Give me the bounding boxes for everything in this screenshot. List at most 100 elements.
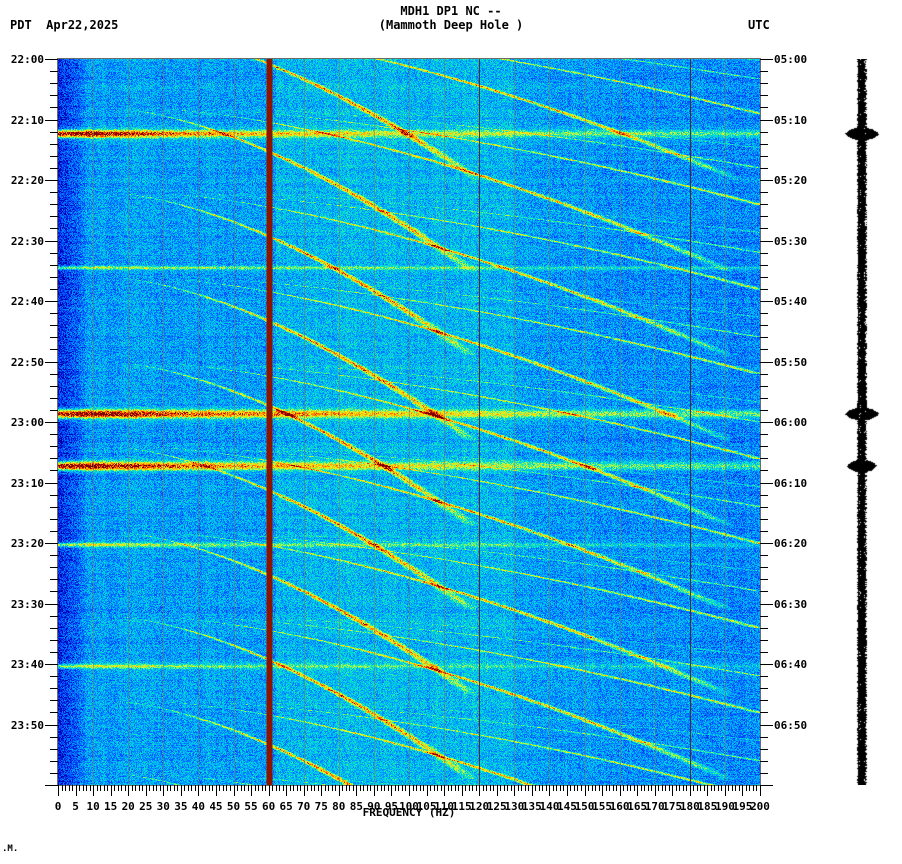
- time-tick-minor-right: [760, 289, 768, 290]
- freq-tick-minor: [135, 785, 136, 791]
- freq-tick-minor: [441, 785, 442, 791]
- freq-tick-major: [637, 785, 638, 796]
- time-tick-minor-left: [50, 591, 58, 592]
- freq-tick-major: [690, 785, 691, 796]
- freq-tick-minor: [100, 785, 101, 791]
- freq-tick-minor: [125, 785, 126, 791]
- time-tick-minor-right: [760, 313, 768, 314]
- freq-label: 175: [662, 800, 683, 813]
- time-label-pdt: 22:50: [10, 356, 44, 369]
- freq-tick-major: [462, 785, 463, 796]
- time-tick-major-left: [45, 604, 58, 605]
- freq-tick-minor: [121, 785, 122, 791]
- freq-tick-minor: [451, 785, 452, 791]
- freq-tick-minor: [413, 785, 414, 791]
- freq-tick-minor: [570, 785, 571, 791]
- time-tick-minor-right: [760, 349, 768, 350]
- freq-tick-minor: [486, 785, 487, 791]
- freq-tick-minor: [588, 785, 589, 791]
- freq-tick-minor: [139, 785, 140, 791]
- time-tick-minor-left: [50, 337, 58, 338]
- time-tick-minor-right: [760, 144, 768, 145]
- freq-tick-minor: [493, 785, 494, 791]
- freq-tick-minor: [592, 785, 593, 791]
- header-timezone-pdt: PDT: [10, 18, 32, 32]
- time-label-pdt: 23:10: [10, 477, 44, 490]
- time-tick-major-right: [760, 725, 773, 726]
- time-tick-major-left: [45, 241, 58, 242]
- time-label-pdt: 23:50: [10, 719, 44, 732]
- time-label-pdt: 22:20: [10, 174, 44, 187]
- freq-tick-minor: [283, 785, 284, 791]
- time-tick-major-left: [45, 483, 58, 484]
- freq-tick-minor: [384, 785, 385, 791]
- spectrogram-canvas[interactable]: [58, 59, 760, 785]
- freq-tick-minor: [595, 785, 596, 791]
- freq-tick-minor: [258, 785, 259, 791]
- freq-tick-minor: [753, 785, 754, 791]
- freq-tick-minor: [528, 785, 529, 791]
- time-tick-minor-right: [760, 616, 768, 617]
- time-tick-major-right: [760, 59, 773, 60]
- freq-label: 10: [86, 800, 100, 813]
- freq-tick-major: [339, 785, 340, 796]
- freq-tick-minor: [388, 785, 389, 791]
- time-tick-minor-right: [760, 398, 768, 399]
- freq-tick-minor: [314, 785, 315, 791]
- time-tick-major-left: [45, 120, 58, 121]
- freq-tick-major: [760, 785, 761, 796]
- time-tick-minor-left: [50, 507, 58, 508]
- frequency-axis: 0 5 10 15 20 25 30 35 40 45 50 55 60 65 70 75 80 85 90 95 10…: [55, 785, 770, 825]
- freq-tick-minor: [405, 785, 406, 791]
- freq-tick-minor: [276, 785, 277, 791]
- freq-tick-minor: [563, 785, 564, 791]
- freq-label: 135: [521, 800, 542, 813]
- freq-tick-minor: [700, 785, 701, 791]
- freq-label: 70: [297, 800, 311, 813]
- time-label-utc: 05:30: [774, 235, 808, 248]
- freq-label: 140: [539, 800, 560, 813]
- time-label-utc: 05:00: [774, 53, 808, 66]
- freq-label: 15: [104, 800, 118, 813]
- time-tick-minor-right: [760, 495, 768, 496]
- freq-tick-minor: [83, 785, 84, 791]
- time-tick-major-right: [760, 785, 773, 786]
- time-tick-minor-left: [50, 470, 58, 471]
- time-tick-major-right: [760, 543, 773, 544]
- freq-tick-major: [269, 785, 270, 796]
- freq-label: 30: [156, 800, 170, 813]
- time-label-utc: 06:10: [774, 477, 808, 490]
- freq-tick-minor: [630, 785, 631, 791]
- time-tick-minor-right: [760, 253, 768, 254]
- time-tick-minor-right: [760, 640, 768, 641]
- time-tick-minor-left: [50, 761, 58, 762]
- freq-tick-minor: [448, 785, 449, 791]
- spectrogram-plot[interactable]: [58, 59, 760, 785]
- freq-tick-minor: [279, 785, 280, 791]
- time-axis-right-utc: 05:00 05:10 05:20 05:30 05:40 05:50 06:00 06:10…: [760, 54, 840, 786]
- freq-tick-major: [356, 785, 357, 796]
- freq-label: 195: [732, 800, 753, 813]
- time-label-utc: 05:50: [774, 356, 808, 369]
- freq-tick-minor: [504, 785, 505, 791]
- freq-tick-minor: [627, 785, 628, 791]
- freq-tick-minor: [651, 785, 652, 791]
- freq-tick-minor: [342, 785, 343, 791]
- time-tick-minor-left: [50, 325, 58, 326]
- freq-tick-minor: [177, 785, 178, 791]
- freq-label: 160: [609, 800, 630, 813]
- freq-tick-minor: [560, 785, 561, 791]
- time-tick-minor-right: [760, 337, 768, 338]
- time-tick-minor-right: [760, 156, 768, 157]
- time-tick-major-left: [45, 422, 58, 423]
- time-tick-major-left: [45, 301, 58, 302]
- time-tick-minor-left: [50, 458, 58, 459]
- time-tick-minor-right: [760, 374, 768, 375]
- time-tick-minor-left: [50, 495, 58, 496]
- freq-tick-minor: [599, 785, 600, 791]
- freq-tick-minor: [525, 785, 526, 791]
- time-tick-major-right: [760, 120, 773, 121]
- time-tick-minor-left: [50, 265, 58, 266]
- freq-tick-minor: [437, 785, 438, 791]
